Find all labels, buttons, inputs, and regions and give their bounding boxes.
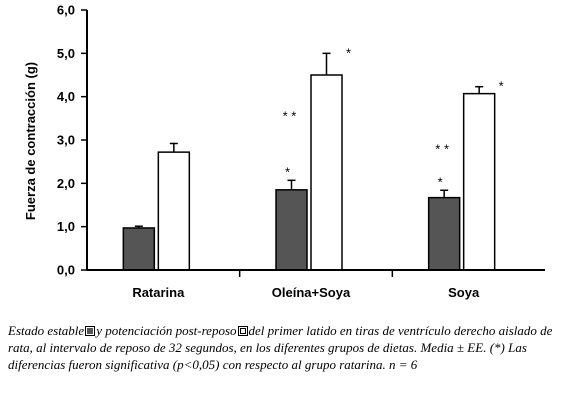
category-label: Ratarina bbox=[132, 285, 185, 300]
y-tick-label: 0,0 bbox=[57, 263, 75, 278]
legend-light-square-icon bbox=[237, 326, 248, 336]
y-tick-label: 1,0 bbox=[57, 219, 75, 234]
category-label: Soya bbox=[448, 285, 480, 300]
bar bbox=[310, 74, 343, 271]
y-axis-ticks: 0,0 1,0 2,0 3,0 4,0 5,0 6,0 bbox=[57, 3, 87, 278]
y-tick-label: 2,0 bbox=[57, 176, 75, 191]
caption-part2: y potenciación post-reposo bbox=[96, 323, 237, 338]
significance-marker: * bbox=[346, 45, 351, 60]
significance-marker: * bbox=[285, 164, 290, 179]
significance-marker: * bbox=[499, 79, 504, 94]
category-label: Oleína+Soya bbox=[272, 285, 351, 300]
y-tick-label: 4,0 bbox=[57, 89, 75, 104]
bar bbox=[275, 189, 308, 271]
significance-marker: * * bbox=[283, 108, 297, 123]
bar bbox=[427, 196, 461, 271]
legend-dark-square-icon bbox=[85, 326, 96, 336]
y-tick-label: 3,0 bbox=[57, 133, 75, 148]
caption-part1: Estado estable bbox=[8, 323, 85, 338]
axes bbox=[86, 10, 545, 277]
bar-chart: Fuerza de contracción (g) 0,0 1,0 2,0 3,0 4,… bbox=[23, 3, 545, 300]
bar bbox=[157, 151, 191, 271]
significance-marker: * * bbox=[435, 142, 449, 157]
y-tick-label: 5,0 bbox=[57, 46, 75, 61]
caption-part3: del primer latido en tiras de ventrículo… bbox=[8, 323, 553, 372]
significance-marker: * bbox=[438, 174, 443, 189]
bar bbox=[462, 92, 496, 271]
figure-caption: Estado estable y potenciación post-reposo… bbox=[8, 322, 564, 373]
y-tick-label: 6,0 bbox=[57, 3, 75, 18]
bar bbox=[122, 227, 156, 271]
bars bbox=[122, 52, 496, 271]
y-axis-label: Fuerza de contracción (g) bbox=[23, 62, 38, 220]
annotations: * * * * * * * * bbox=[283, 45, 504, 189]
category-labels: Ratarina Oleína+Soya Soya bbox=[132, 285, 480, 300]
